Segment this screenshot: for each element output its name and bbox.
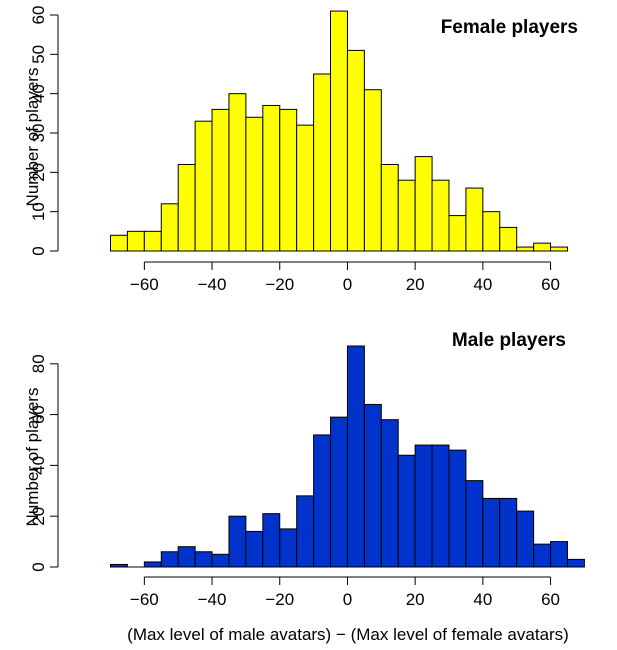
histogram-bar <box>346 345 365 568</box>
histogram-bar <box>533 543 552 568</box>
histogram-bar <box>245 530 264 568</box>
histogram-bar <box>296 124 315 252</box>
histogram-bar <box>550 246 568 252</box>
male-bars <box>110 345 585 568</box>
histogram-bar <box>279 108 298 252</box>
male-x-axis: −60 −40 −20 0 20 40 60 <box>130 576 560 609</box>
y-tick-label: 50 <box>29 45 48 64</box>
histogram-bar <box>550 541 568 568</box>
male-y-axis: 0 20 40 60 80 <box>29 354 59 572</box>
histogram-bar <box>448 215 467 252</box>
histogram-bar <box>380 419 399 568</box>
histogram-bar <box>211 553 230 568</box>
histogram-bar <box>516 510 535 568</box>
histogram-bar <box>465 187 484 252</box>
histogram-bar <box>363 403 382 568</box>
x-tick-label: −40 <box>198 275 227 294</box>
histogram-bar <box>143 561 162 568</box>
histogram-bar <box>228 93 247 252</box>
histogram-bar <box>397 454 416 568</box>
y-tick-label: 60 <box>29 405 48 424</box>
histogram-bar <box>313 73 332 252</box>
histogram-bar <box>516 246 535 252</box>
histogram-bar <box>211 108 230 252</box>
female-y-axis: 0 10 20 30 40 50 60 <box>29 6 59 256</box>
histogram-bar <box>431 444 450 568</box>
y-tick-label: 0 <box>29 562 48 571</box>
y-tick-label: 10 <box>29 202 48 221</box>
x-tick-label: 20 <box>406 590 425 609</box>
histogram-bar <box>313 434 332 568</box>
y-tick-label: 40 <box>29 84 48 103</box>
x-tick-label: 60 <box>541 590 560 609</box>
histogram-bar <box>330 10 348 252</box>
histogram-bar <box>296 495 315 568</box>
histogram-bar <box>397 179 416 252</box>
x-tick-label: 0 <box>343 275 352 294</box>
x-tick-label: −20 <box>265 590 294 609</box>
histogram-bar <box>245 116 264 252</box>
x-tick-label: −40 <box>198 590 227 609</box>
histogram-bar <box>346 49 365 252</box>
histogram-bar <box>414 444 433 568</box>
histogram-bar <box>414 156 433 252</box>
histogram-bar <box>499 497 518 568</box>
y-tick-label: 0 <box>29 246 48 255</box>
histogram-bar <box>110 234 128 252</box>
histogram-bar <box>465 480 484 568</box>
female-y-axis-label: Number of players <box>23 68 42 207</box>
x-tick-label: 40 <box>473 275 492 294</box>
histogram-bar <box>431 179 450 252</box>
histogram-bar <box>177 546 196 568</box>
female-x-axis: −60 −40 −20 0 20 40 60 <box>130 261 560 294</box>
x-tick-label: −60 <box>130 590 159 609</box>
female-bars <box>110 10 568 252</box>
y-tick-label: 20 <box>29 163 48 182</box>
histogram-bar <box>380 163 399 252</box>
histogram-bar <box>262 104 281 252</box>
histogram-bar <box>262 513 281 568</box>
x-tick-label: −60 <box>130 275 159 294</box>
histogram-bar <box>177 163 196 252</box>
x-axis-label: (Max level of male avatars) − (Max level… <box>127 625 569 644</box>
female-histogram-panel: −60 −40 −20 0 20 40 60 0 10 20 30 40 50 60 Female pl… <box>23 6 578 294</box>
histogram-bar <box>143 230 162 252</box>
histogram-bar <box>330 416 348 568</box>
y-tick-label: 30 <box>29 124 48 143</box>
male-panel-title: Male players <box>452 330 566 351</box>
x-tick-label: 0 <box>343 590 352 609</box>
histogram-bar <box>482 211 501 252</box>
histogram-bar <box>533 242 552 252</box>
histogram-bar <box>126 230 145 252</box>
histogram-bar <box>194 551 213 568</box>
histogram-bar <box>160 551 179 568</box>
y-tick-label: 20 <box>29 507 48 526</box>
x-tick-label: 20 <box>406 275 425 294</box>
y-tick-label: 60 <box>29 6 48 25</box>
x-tick-label: 40 <box>473 590 492 609</box>
x-tick-label: −20 <box>265 275 294 294</box>
female-panel-title: Female players <box>441 17 578 38</box>
histogram-bar <box>194 120 213 252</box>
histogram-bar <box>279 528 298 568</box>
histogram-bar <box>160 203 179 252</box>
histogram-bar <box>448 449 467 568</box>
x-tick-label: 60 <box>541 275 560 294</box>
male-y-axis-label: Number of players <box>23 388 42 527</box>
histogram-bar <box>228 515 247 568</box>
histogram-bar <box>566 558 585 568</box>
histogram-bar <box>363 89 382 252</box>
y-tick-label: 40 <box>29 456 48 475</box>
histogram-bar <box>499 226 518 252</box>
histogram-bar <box>482 497 501 568</box>
y-tick-label: 80 <box>29 354 48 373</box>
